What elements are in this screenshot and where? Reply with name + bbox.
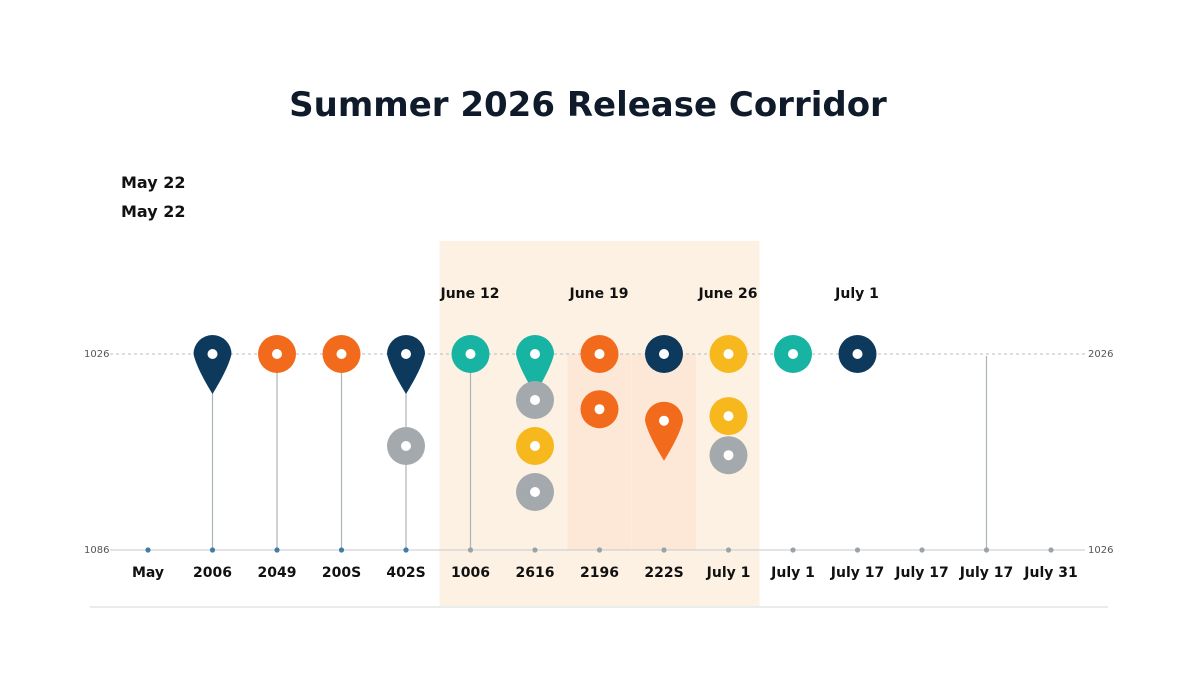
left-axis-top-label: 1026 (84, 349, 109, 360)
marker-ring (580, 390, 619, 429)
tick-dot (790, 547, 796, 553)
marker-ring (645, 335, 683, 373)
tick-dot (338, 547, 345, 553)
tick-label: 200S (322, 565, 361, 581)
tick-dot (145, 547, 151, 553)
band-label: June 12 (440, 286, 500, 302)
tick-label: 222S (644, 565, 683, 581)
marker-ring (709, 397, 748, 436)
tick-dot (725, 547, 732, 553)
band-label: June 26 (698, 286, 758, 302)
tick-dot (532, 547, 538, 553)
tick-label: 1006 (451, 565, 490, 581)
x-ticks: May 2006 2049 200S 402S 1006 2616 2196 222S July … (132, 547, 1078, 581)
markers (193, 335, 877, 511)
tick-dot (1048, 547, 1054, 553)
tick-label: July 17 (959, 565, 1013, 581)
tick-label: July 17 (894, 565, 948, 581)
tick-dot (854, 547, 861, 553)
tick-label: May (132, 565, 164, 581)
marker-pin (193, 335, 232, 394)
chart-title: Summer 2026 Release Corridor (289, 85, 887, 125)
axes: 1026 1086 2026 1026 (84, 349, 1113, 608)
marker-ring (516, 427, 554, 465)
note-2: May 22 (121, 202, 186, 221)
marker-pin (645, 401, 683, 461)
tick-dot (209, 547, 216, 553)
marker-pin (516, 335, 554, 394)
marker-ring (451, 335, 490, 373)
marker-ring (838, 335, 877, 373)
marker-ring (516, 473, 554, 511)
tick-label: 2049 (258, 565, 297, 581)
tick-dot (596, 547, 603, 553)
tick-label: July 1 (770, 565, 815, 581)
tick-label: July 1 (706, 565, 751, 581)
marker-ring (258, 335, 296, 373)
tick-dot (403, 547, 409, 553)
tick-dot (983, 547, 990, 553)
tick-label: 2616 (516, 565, 555, 581)
marker-ring (580, 335, 619, 373)
marker-ring (387, 427, 425, 465)
marker-pin (387, 335, 425, 394)
tick-dot (467, 547, 474, 553)
band-labels: June 12 June 19 June 26 July 1 (440, 286, 879, 302)
band-label: June 19 (569, 286, 629, 302)
tick-label: July 17 (830, 565, 884, 581)
marker-ring (709, 436, 748, 475)
tick-dot (919, 547, 925, 553)
band-label: July 1 (834, 286, 879, 302)
right-axis-top-label: 2026 (1088, 349, 1113, 360)
tick-dot (661, 547, 667, 553)
highlight-column (567, 354, 632, 550)
left-axis-bottom-label: 1086 (84, 545, 109, 556)
marker-ring (322, 335, 361, 373)
tick-label: July 31 (1023, 565, 1077, 581)
note-1: May 22 (121, 173, 186, 192)
marker-ring (516, 381, 554, 419)
marker-ring (709, 335, 748, 373)
highlight-bands (439, 241, 760, 606)
marker-ring (774, 335, 812, 373)
tick-dot (274, 547, 280, 553)
tick-label: 2006 (193, 565, 232, 581)
tick-label: 2196 (580, 565, 619, 581)
tick-label: 402S (386, 565, 425, 581)
right-axis-bottom-label: 1026 (1088, 545, 1113, 556)
